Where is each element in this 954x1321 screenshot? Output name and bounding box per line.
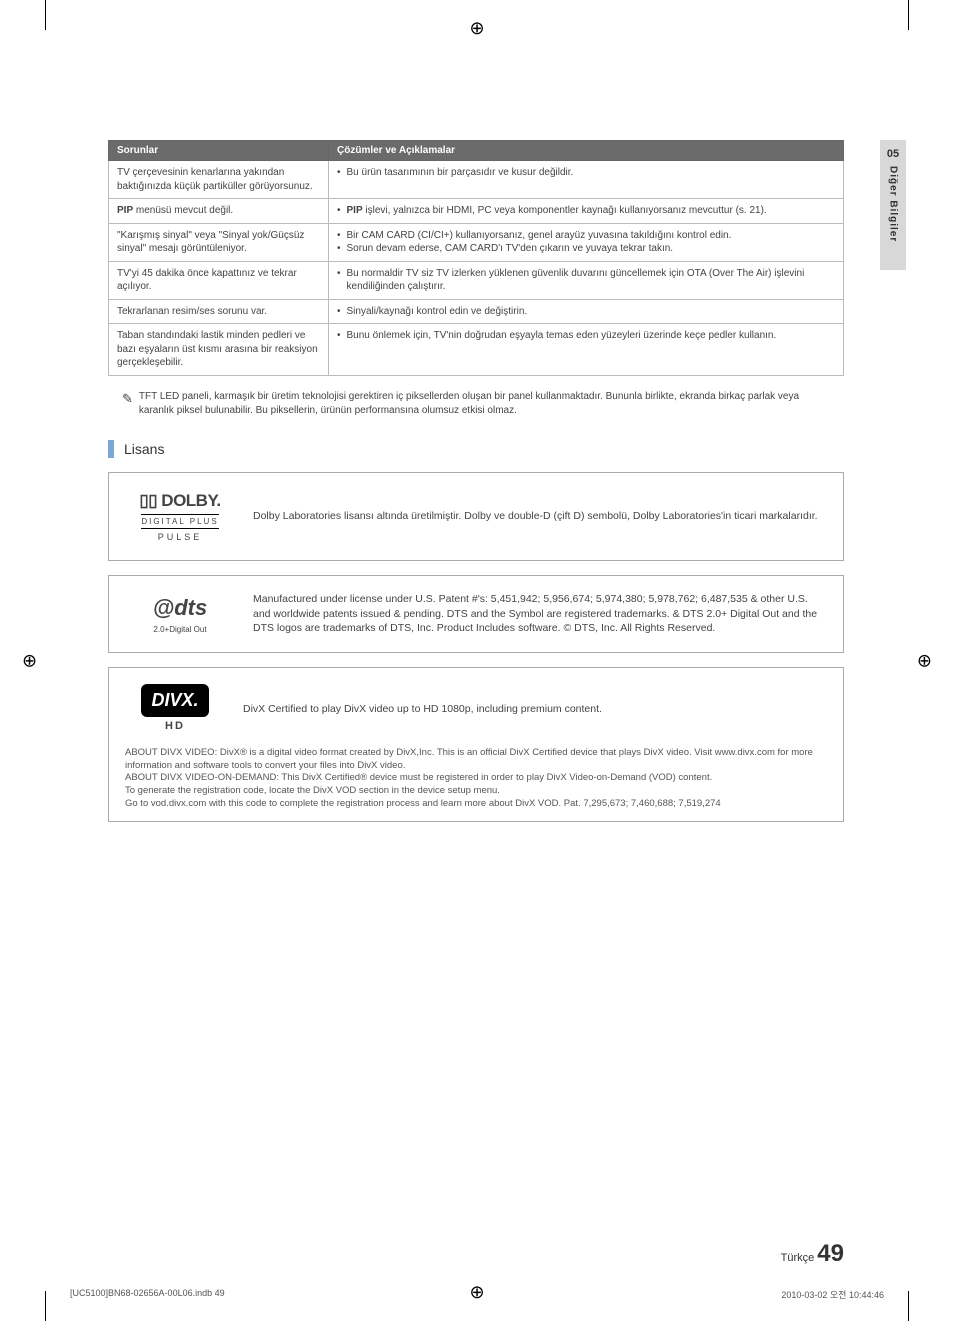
footer-lang: Türkçe bbox=[781, 1252, 815, 1264]
dts-logo-main: @dts bbox=[125, 593, 235, 624]
table-row: TV'yi 45 dakika önce kapattınız ve tekra… bbox=[109, 261, 844, 299]
crop-mark bbox=[45, 0, 46, 30]
problem-cell: Taban standındaki lastik minden pedleri … bbox=[109, 324, 329, 376]
divx-footnote: ABOUT DIVX VIDEO: DivX® is a digital vid… bbox=[108, 737, 844, 822]
table-row: PIP menüsü mevcut değil. PIP işlevi, yaln… bbox=[109, 199, 844, 224]
table-row: TV çerçevesinin kenarlarına yakından bak… bbox=[109, 161, 844, 199]
divx-logo: DIVX. HD bbox=[125, 684, 225, 735]
side-tab: 05 Diğer Bilgiler bbox=[880, 140, 906, 270]
crop-mark bbox=[45, 1291, 46, 1321]
dts-logo-sub: 2.0+Digital Out bbox=[125, 624, 235, 635]
section-bar-icon bbox=[108, 440, 114, 458]
registration-mark-icon: ⊕ bbox=[917, 650, 932, 671]
divx-text: DivX Certified to play DivX video up to … bbox=[243, 702, 602, 717]
note-block: ✎ TFT LED paneli, karmaşık bir üretim te… bbox=[108, 390, 844, 418]
section-number: 05 bbox=[887, 148, 899, 160]
registration-mark-icon: ⊕ bbox=[22, 650, 37, 671]
solution-bullet: Bu normaldir TV siz TV izlerken yüklenen… bbox=[337, 267, 835, 294]
dolby-text: Dolby Laboratories lisansı altında üreti… bbox=[253, 509, 818, 524]
registration-mark-icon: ⊕ bbox=[469, 18, 484, 39]
crop-mark bbox=[908, 0, 909, 30]
solution-cell: Sinyali/kaynağı kontrol edin ve değiştir… bbox=[329, 299, 844, 324]
solution-bullet: Bunu önlemek için, TV'nin doğrudan eşyay… bbox=[337, 329, 835, 343]
note-icon: ✎ bbox=[122, 390, 133, 418]
table-header-problem: Sorunlar bbox=[109, 141, 329, 161]
crop-mark bbox=[908, 1291, 909, 1321]
problem-cell: TV'yi 45 dakika önce kapattınız ve tekra… bbox=[109, 261, 329, 299]
solution-bullet: PIP işlevi, yalnızca bir HDMI, PC veya k… bbox=[337, 204, 835, 218]
solution-bullet: Sorun devam ederse, CAM CARD'ı TV'den çı… bbox=[337, 242, 835, 256]
page-footer: Türkçe 49 bbox=[108, 1240, 844, 1268]
dolby-license-box: ▯▯ DOLBY. DIGITAL PLUS PULSE Dolby Labor… bbox=[108, 472, 844, 562]
solution-cell: Bunu önlemek için, TV'nin doğrudan eşyay… bbox=[329, 324, 844, 376]
footer-page-number: 49 bbox=[817, 1240, 844, 1267]
note-text: TFT LED paneli, karmaşık bir üretim tekn… bbox=[139, 390, 830, 418]
solution-cell: Bu normaldir TV siz TV izlerken yüklenen… bbox=[329, 261, 844, 299]
dolby-logo-main: ▯▯ DOLBY. bbox=[125, 489, 235, 513]
dolby-logo: ▯▯ DOLBY. DIGITAL PLUS PULSE bbox=[125, 489, 235, 545]
dolby-logo-pulse: PULSE bbox=[125, 531, 235, 544]
solution-cell: PIP işlevi, yalnızca bir HDMI, PC veya k… bbox=[329, 199, 844, 224]
problem-cell: Tekrarlanan resim/ses sorunu var. bbox=[109, 299, 329, 324]
print-footer-right: 2010-03-02 오전 10:44:46 bbox=[781, 1288, 884, 1301]
solution-bullet: Bir CAM CARD (CI/CI+) kullanıyorsanız, g… bbox=[337, 229, 835, 243]
section-title-vertical: Diğer Bilgiler bbox=[888, 166, 899, 242]
print-footer: [UC5100]BN68-02656A-00L06.indb 49 2010-0… bbox=[70, 1288, 884, 1301]
table-header-solution: Çözümler ve Açıklamalar bbox=[329, 141, 844, 161]
troubleshoot-table: Sorunlar Çözümler ve Açıklamalar TV çerç… bbox=[108, 140, 844, 376]
table-row: Tekrarlanan resim/ses sorunu var. Sinyali… bbox=[109, 299, 844, 324]
table-row: Taban standındaki lastik minden pedleri … bbox=[109, 324, 844, 376]
license-section-header: Lisans bbox=[108, 440, 844, 458]
problem-cell: TV çerçevesinin kenarlarına yakından bak… bbox=[109, 161, 329, 199]
solution-bullet: Bu ürün tasarımının bir parçasıdır ve ku… bbox=[337, 166, 835, 180]
divx-logo-main: DIVX. bbox=[141, 684, 208, 717]
table-row: "Karışmış sinyal" veya "Sinyal yok/Güçsü… bbox=[109, 223, 844, 261]
solution-cell: Bu ürün tasarımının bir parçasıdır ve ku… bbox=[329, 161, 844, 199]
solution-cell: Bir CAM CARD (CI/CI+) kullanıyorsanız, g… bbox=[329, 223, 844, 261]
dts-text: Manufactured under license under U.S. Pa… bbox=[253, 592, 827, 636]
problem-cell: "Karışmış sinyal" veya "Sinyal yok/Güçsü… bbox=[109, 223, 329, 261]
dolby-logo-sub: DIGITAL PLUS bbox=[141, 514, 218, 529]
dts-logo: @dts 2.0+Digital Out bbox=[125, 593, 235, 635]
problem-cell: PIP menüsü mevcut değil. bbox=[109, 199, 329, 224]
solution-bullet: Sinyali/kaynağı kontrol edin ve değiştir… bbox=[337, 305, 835, 319]
print-footer-left: [UC5100]BN68-02656A-00L06.indb 49 bbox=[70, 1288, 225, 1301]
divx-logo-sub: HD bbox=[125, 719, 225, 734]
license-section-title: Lisans bbox=[124, 441, 164, 457]
dts-license-box: @dts 2.0+Digital Out Manufactured under … bbox=[108, 575, 844, 653]
